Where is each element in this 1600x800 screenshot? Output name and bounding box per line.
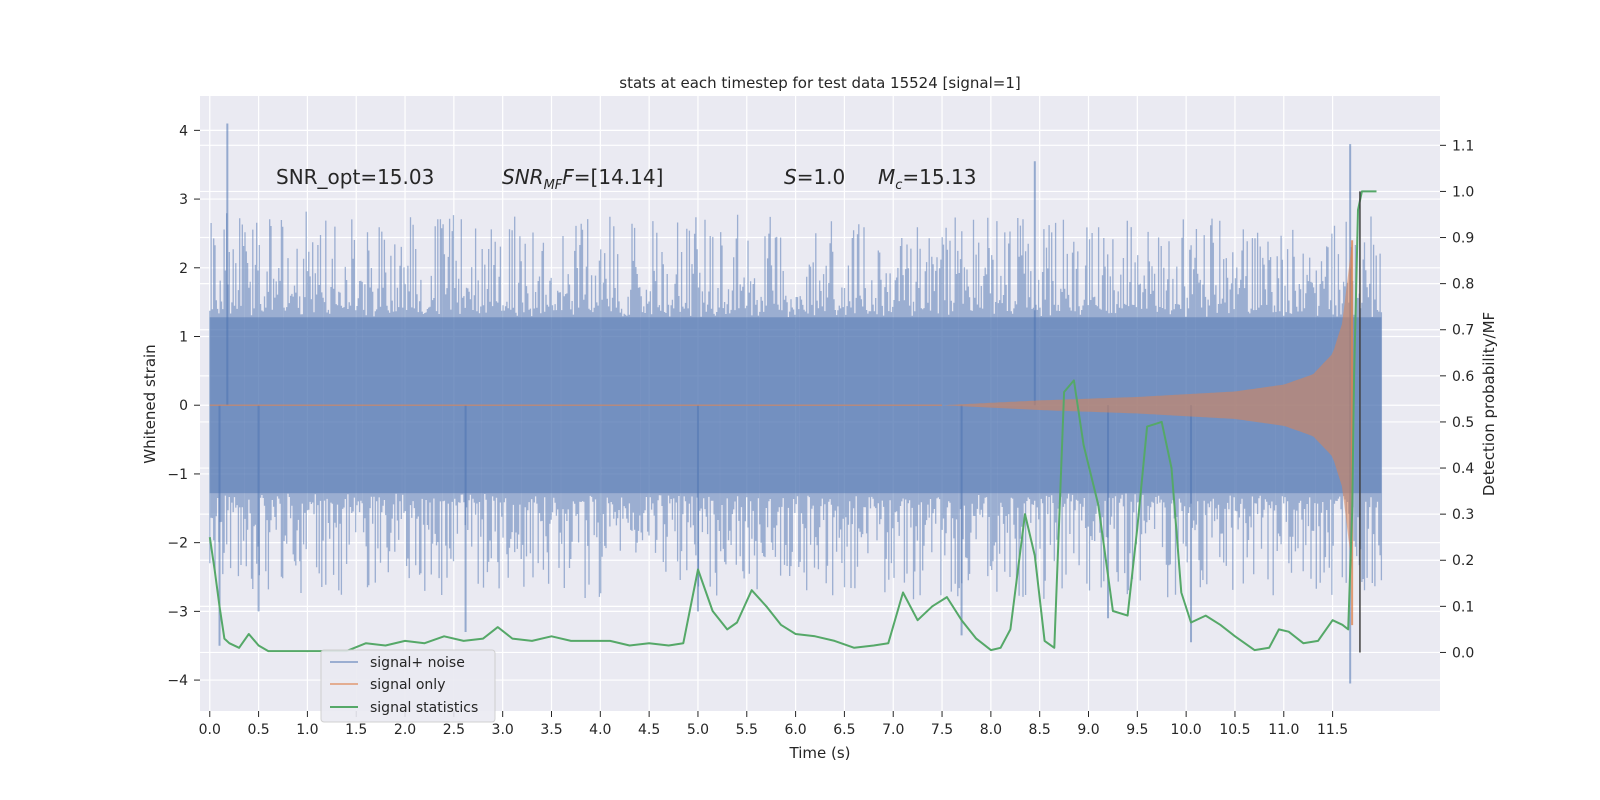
legend-label-signal-only: signal only (370, 677, 445, 693)
y-right-axis-label: Detection probability/MF (1480, 312, 1498, 496)
x-tick-label: 1.0 (296, 722, 318, 738)
x-tick-label: 11.0 (1268, 722, 1299, 738)
stat-line (208, 190, 1377, 653)
y-right-tick-label: 0.0 (1452, 645, 1474, 661)
y-right-tick-label: 1.1 (1452, 138, 1474, 154)
chart-title: stats at each timestep for test data 155… (619, 74, 1020, 92)
y-left-tick-label: −4 (167, 673, 188, 689)
annotation-mc: Mc=15.13 (878, 165, 976, 193)
series-signal-statistics (208, 190, 1377, 653)
x-tick-label: 10.5 (1219, 722, 1250, 738)
x-tick-label: 6.0 (784, 722, 806, 738)
y-left-tick-label: −3 (167, 604, 188, 620)
legend-box (320, 649, 496, 723)
y-right-tick-label: 1.0 (1452, 184, 1474, 200)
y-left-tick-label: −2 (167, 536, 188, 552)
y-left-tick-label: 1 (179, 330, 188, 346)
annotation-snr-mf: SNRMFF=[14.14] (502, 165, 663, 193)
x-tick-label: 9.0 (1077, 722, 1099, 738)
x-tick-label: 9.5 (1126, 722, 1148, 738)
y-right-tick-label: 0.9 (1452, 231, 1474, 247)
y-right-tick-label: 0.6 (1452, 369, 1474, 385)
x-tick-label: 11.5 (1317, 722, 1348, 738)
x-tick-label: 2.0 (394, 722, 416, 738)
y-right-axis-ticks: 1.1 1.0 0.9 0.8 0.7 0.6 0.5 0.4 0.3 0.2 0.1 0.0 (1440, 138, 1474, 661)
x-tick-label: 0.0 (199, 722, 221, 738)
y-right-tick-label: 0.8 (1452, 277, 1474, 293)
x-tick-label: 4.0 (589, 722, 611, 738)
x-axis-ticks: 0.0 0.5 1.0 1.5 2.0 2.5 3.0 3.5 4.0 4.5 5.0 5.5 6.0 6… (199, 711, 1348, 738)
legend-label-signal-noise: signal+ noise (370, 655, 465, 671)
y-left-axis-label: Whitened strain (141, 344, 159, 463)
y-right-tick-label: 0.5 (1452, 415, 1474, 431)
x-tick-label: 6.5 (833, 722, 855, 738)
legend-label-signal-statistics: signal statistics (370, 700, 478, 716)
y-left-tick-label: 0 (179, 398, 188, 414)
y-left-axis-ticks: 4 3 2 1 0 −1 −2 −3 −4 (167, 123, 200, 689)
y-left-tick-label: 2 (179, 261, 188, 277)
legend: signal+ noise signal only signal statist… (320, 649, 496, 723)
annotation-s: S=1.0 (784, 165, 845, 189)
x-tick-label: 8.5 (1029, 722, 1051, 738)
signal-envelope (942, 240, 1353, 571)
x-tick-label: 5.5 (736, 722, 758, 738)
series-signal-only (209, 240, 1354, 626)
y-left-tick-label: 3 (179, 192, 188, 208)
y-right-tick-label: 0.7 (1452, 323, 1474, 339)
x-tick-label: 0.5 (247, 722, 269, 738)
x-tick-label: 8.0 (980, 722, 1002, 738)
y-right-tick-label: 0.1 (1452, 599, 1474, 615)
x-tick-label: 3.0 (492, 722, 514, 738)
x-tick-label: 3.5 (540, 722, 562, 738)
x-tick-label: 10.0 (1171, 722, 1202, 738)
annotation-snr-opt: SNR_opt=15.03 (276, 165, 434, 189)
x-tick-label: 1.5 (345, 722, 367, 738)
y-left-tick-label: 4 (179, 123, 188, 139)
x-axis-label: Time (s) (789, 744, 851, 762)
y-right-tick-label: 0.2 (1452, 553, 1474, 569)
y-left-tick-label: −1 (167, 467, 188, 483)
x-tick-label: 4.5 (638, 722, 660, 738)
x-tick-label: 7.0 (882, 722, 904, 738)
y-right-tick-label: 0.3 (1452, 507, 1474, 523)
x-tick-label: 7.5 (931, 722, 953, 738)
x-tick-label: 5.0 (687, 722, 709, 738)
y-right-tick-label: 0.4 (1452, 461, 1474, 477)
x-tick-label: 2.5 (443, 722, 465, 738)
